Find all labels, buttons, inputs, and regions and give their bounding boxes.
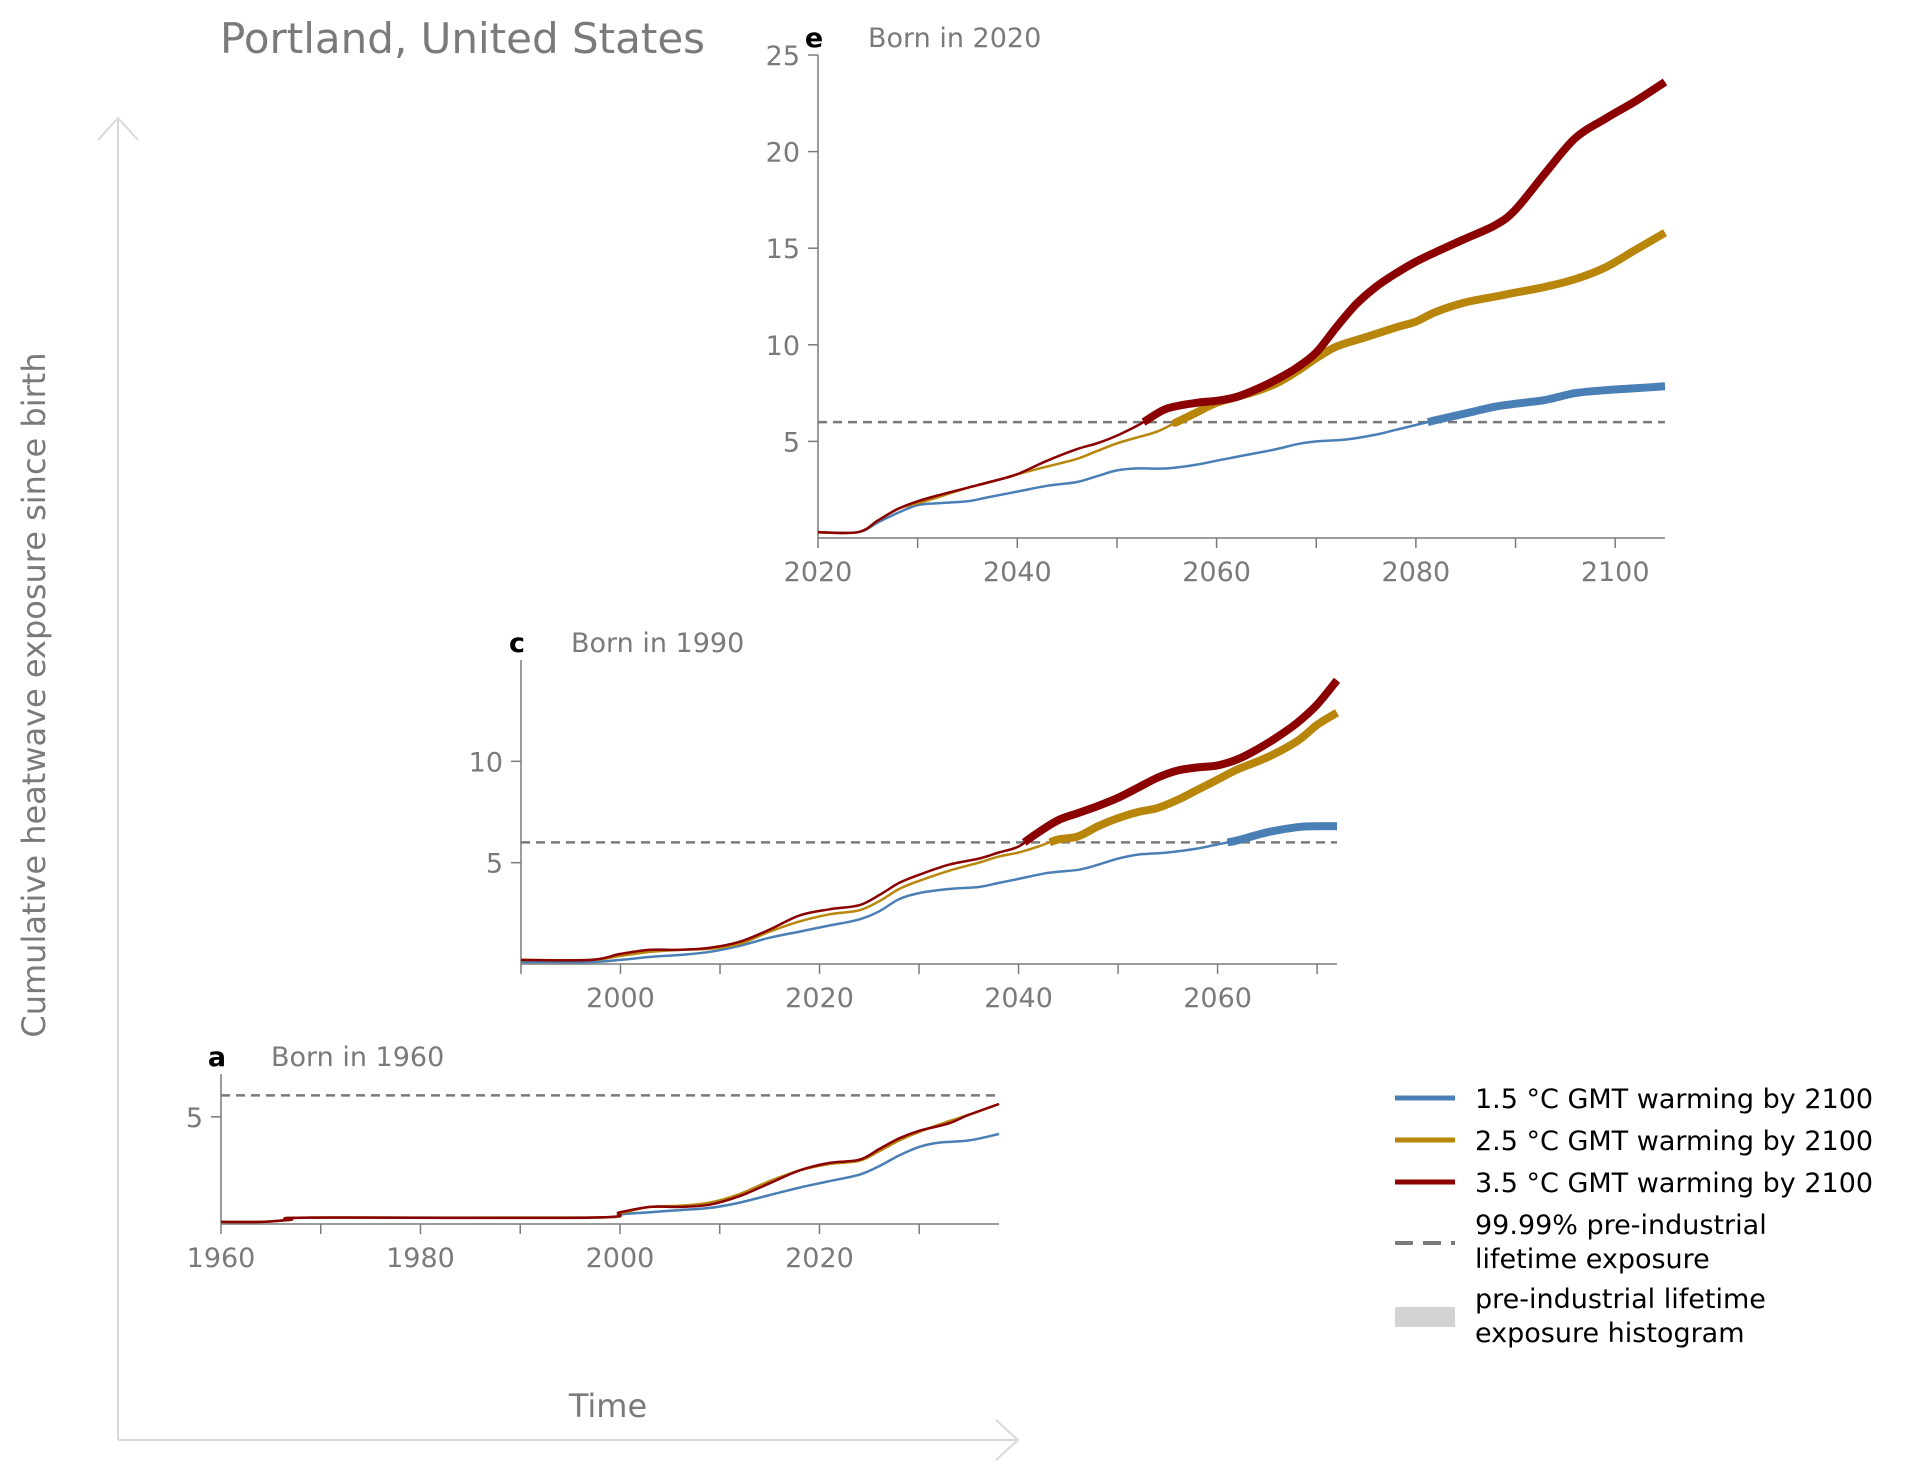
series-line-gmt_1_5 xyxy=(817,385,1666,535)
x-tick-label: 2060 xyxy=(1182,557,1251,588)
panel-title: Born in 2020 xyxy=(868,23,1041,54)
series-line-gmt_2_5 xyxy=(220,1102,1000,1224)
x-tick-label: 1960 xyxy=(187,1243,256,1274)
legend-item-threshold: 99.99% pre-industrial lifetime exposure xyxy=(1395,1210,1767,1275)
x-tick-label: 2040 xyxy=(984,983,1053,1014)
legend-label: pre-industrial lifetime xyxy=(1475,1284,1766,1315)
series-exceedance-gmt_3_5 xyxy=(1141,78,1668,426)
legend-label: 1.5 °C GMT warming by 2100 xyxy=(1475,1084,1873,1115)
legend-item-gmt_2_5: 2.5 °C GMT warming by 2100 xyxy=(1395,1126,1873,1157)
series-line-gmt_2_5 xyxy=(520,711,1338,962)
y-axis-label: Cumulative heatwave exposure since birth xyxy=(15,352,53,1037)
panel-e: 2020 2040 2060 2080 2100 5 10 15 20 25e Born in 20… xyxy=(766,23,1668,588)
panel-c: 2000 2020 2040 2060 5 10 c Born in 1990 xyxy=(469,628,1341,1014)
x-tick-label: 2080 xyxy=(1382,557,1451,588)
panel-a: 1960 1980 2000 2020 5a Born in 1960 xyxy=(186,1042,1000,1274)
series-line-gmt_3_5 xyxy=(817,80,1666,535)
legend-label: exposure histogram xyxy=(1475,1318,1745,1349)
series-line-gmt_3_5 xyxy=(520,679,1338,962)
panels: 2020 2040 2060 2080 2100 5 10 15 20 25e Born in 20… xyxy=(186,23,1668,1274)
x-tick-label: 1980 xyxy=(386,1243,455,1274)
y-tick-label: 5 xyxy=(783,427,800,458)
series-line-gmt_3_5 xyxy=(220,1102,1000,1224)
y-tick-label: 5 xyxy=(186,1103,203,1134)
x-tick-label: 2060 xyxy=(1183,983,1252,1014)
panel-letter: c xyxy=(509,628,525,659)
series-exceedance-gmt_3_5 xyxy=(1021,677,1341,846)
legend-label: lifetime exposure xyxy=(1475,1244,1710,1275)
y-tick-label: 5 xyxy=(486,849,503,880)
legend-item-gmt_3_5: 3.5 °C GMT warming by 2100 xyxy=(1395,1168,1873,1199)
y-tick-label: 10 xyxy=(766,331,800,362)
series-exceedance-gmt_1_5 xyxy=(1426,382,1666,427)
legend-label: 2.5 °C GMT warming by 2100 xyxy=(1475,1126,1873,1157)
y-tick-label: 20 xyxy=(766,138,800,169)
x-arrow-head xyxy=(995,1419,1020,1461)
figure-title: Portland, United States xyxy=(220,14,705,63)
panel-letter: a xyxy=(208,1042,226,1073)
series-line-gmt_2_5 xyxy=(817,231,1666,535)
series-exceedance-gmt_1_5 xyxy=(1226,822,1338,847)
y-tick-label: 10 xyxy=(469,747,503,778)
legend-label: 99.99% pre-industrial xyxy=(1475,1210,1767,1241)
y-tick-label: 15 xyxy=(766,234,800,265)
time-axis-arrows xyxy=(97,116,1020,1461)
y-tick-label: 25 xyxy=(766,41,800,72)
x-tick-label: 2020 xyxy=(785,1243,854,1274)
x-tick-label: 2020 xyxy=(785,983,854,1014)
x-tick-label: 2020 xyxy=(784,557,853,588)
x-tick-label: 2000 xyxy=(586,1243,655,1274)
legend-item-gmt_1_5: 1.5 °C GMT warming by 2100 xyxy=(1395,1084,1873,1115)
series-line-gmt_1_5 xyxy=(520,824,1338,964)
panel-title: Born in 1990 xyxy=(571,628,744,659)
legend-label: 3.5 °C GMT warming by 2100 xyxy=(1475,1168,1873,1199)
x-tick-label: 2040 xyxy=(983,557,1052,588)
y-arrow-head xyxy=(97,116,139,141)
legend-swatch xyxy=(1395,1307,1455,1327)
x-tick-label: 2000 xyxy=(586,983,655,1014)
x-tick-label: 2100 xyxy=(1581,557,1650,588)
panel-letter: e xyxy=(805,23,823,54)
x-axis-label: Time xyxy=(568,1387,647,1425)
panel-title: Born in 1960 xyxy=(271,1042,444,1073)
legend: 1.5 °C GMT warming by 2100 2.5 °C GMT war… xyxy=(1395,1084,1873,1349)
legend-item-histogram: pre-industrial lifetime exposure histogr… xyxy=(1395,1284,1766,1349)
series-exceedance-gmt_2_5 xyxy=(1048,709,1340,847)
